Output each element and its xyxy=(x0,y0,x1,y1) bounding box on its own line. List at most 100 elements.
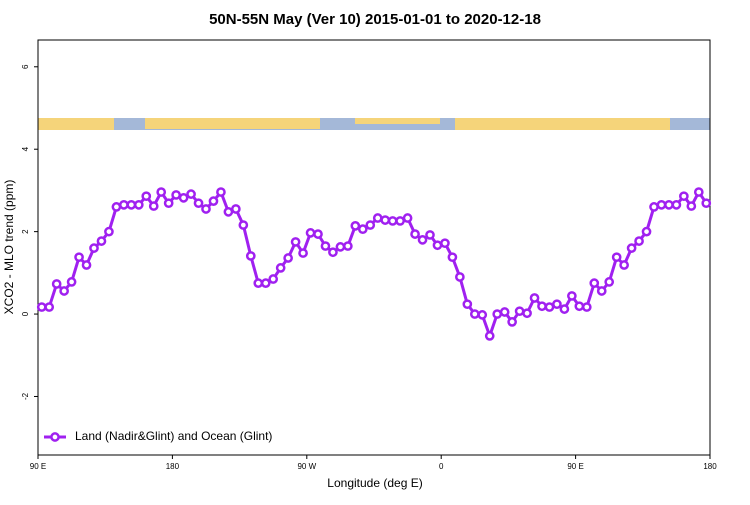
data-point xyxy=(507,317,517,327)
legend-label: Land (Nadir&Glint) and Ocean (Glint) xyxy=(75,429,272,443)
data-point xyxy=(357,224,368,235)
data-point xyxy=(201,204,211,214)
data-point xyxy=(492,309,503,319)
data-point xyxy=(581,302,592,312)
plot-frame xyxy=(37,39,711,456)
data-point xyxy=(335,242,346,252)
data-point xyxy=(275,263,286,273)
data-point xyxy=(74,252,84,263)
data-point xyxy=(178,192,189,203)
data-point xyxy=(425,230,435,240)
data-point xyxy=(111,202,122,212)
data-point xyxy=(693,187,704,197)
data-point xyxy=(51,279,62,289)
x-tick-label: 180 xyxy=(703,462,717,471)
data-point xyxy=(529,293,540,303)
y-tick-label: 6 xyxy=(21,64,30,69)
data-point xyxy=(552,299,562,310)
data-point xyxy=(238,220,249,230)
x-tick-label: 180 xyxy=(166,462,180,471)
data-point xyxy=(156,187,167,197)
data-point xyxy=(537,301,547,312)
data-point xyxy=(604,277,615,287)
data-point xyxy=(245,251,256,261)
data-point xyxy=(89,243,99,253)
data-point xyxy=(268,274,279,284)
data-point xyxy=(649,202,659,212)
data-point xyxy=(365,220,376,230)
x-tick-label: 90 E xyxy=(30,462,46,471)
y-tick-label: 2 xyxy=(21,229,30,234)
data-point xyxy=(290,237,301,247)
data-point xyxy=(36,302,47,312)
data-point xyxy=(559,304,570,314)
data-point xyxy=(313,229,323,239)
data-point xyxy=(574,301,585,312)
data-point xyxy=(462,299,473,310)
data-point xyxy=(440,238,450,249)
data-point xyxy=(260,278,271,288)
x-tick-label: 90 W xyxy=(297,462,316,471)
data-point xyxy=(380,215,391,225)
data-point xyxy=(432,240,443,251)
data-point xyxy=(634,236,644,246)
data-point xyxy=(484,331,495,341)
data-point xyxy=(567,291,577,301)
data-point xyxy=(395,216,405,226)
data-point xyxy=(477,310,488,320)
data-point xyxy=(320,241,331,251)
data-point xyxy=(66,277,77,287)
data-point xyxy=(656,199,667,210)
data-point xyxy=(611,252,622,263)
data-point xyxy=(402,213,413,223)
data-point xyxy=(589,278,600,288)
data-point xyxy=(305,228,316,238)
data-point xyxy=(447,252,458,263)
data-point xyxy=(701,198,712,209)
data-point xyxy=(59,286,69,296)
data-point xyxy=(686,201,697,211)
data-point xyxy=(410,229,420,239)
data-point xyxy=(664,199,674,210)
data-point xyxy=(163,198,174,209)
data-point xyxy=(514,306,525,317)
data-point xyxy=(193,198,204,209)
y-tick-label: 4 xyxy=(21,146,30,151)
data-point xyxy=(417,235,428,245)
data-point xyxy=(44,302,55,312)
data-point xyxy=(387,216,398,226)
data-point xyxy=(81,260,92,270)
data-point xyxy=(171,190,181,200)
data-point xyxy=(641,226,652,237)
x-axis-label: Longitude (deg E) xyxy=(327,476,422,490)
data-point xyxy=(671,199,682,210)
chart-title: 50N-55N May (Ver 10) 2015-01-01 to 2020-… xyxy=(209,11,541,28)
y-tick-label: 0 xyxy=(21,311,30,316)
data-point xyxy=(298,248,308,258)
x-tick-label: 0 xyxy=(439,462,444,471)
y-axis-label: XCO2 - MLO trend (ppm) xyxy=(2,180,16,315)
data-line xyxy=(41,189,708,341)
data-point xyxy=(544,302,555,312)
data-point xyxy=(231,204,241,214)
data-point xyxy=(619,260,629,270)
data-point xyxy=(328,247,338,258)
x-tick-label: 90 E xyxy=(567,462,583,471)
data-point xyxy=(522,308,532,319)
data-point xyxy=(343,241,353,251)
data-point xyxy=(208,196,219,206)
data-point xyxy=(469,309,480,319)
data-point xyxy=(499,307,510,317)
data-point xyxy=(141,191,152,202)
data-point xyxy=(679,191,689,202)
data-point xyxy=(596,286,607,296)
data-point xyxy=(104,226,114,237)
data-point xyxy=(148,201,159,211)
legend-marker xyxy=(50,432,60,442)
data-point xyxy=(216,187,226,197)
data-point xyxy=(133,199,144,210)
y-tick-label: -2 xyxy=(21,392,30,400)
data-point xyxy=(119,199,129,210)
